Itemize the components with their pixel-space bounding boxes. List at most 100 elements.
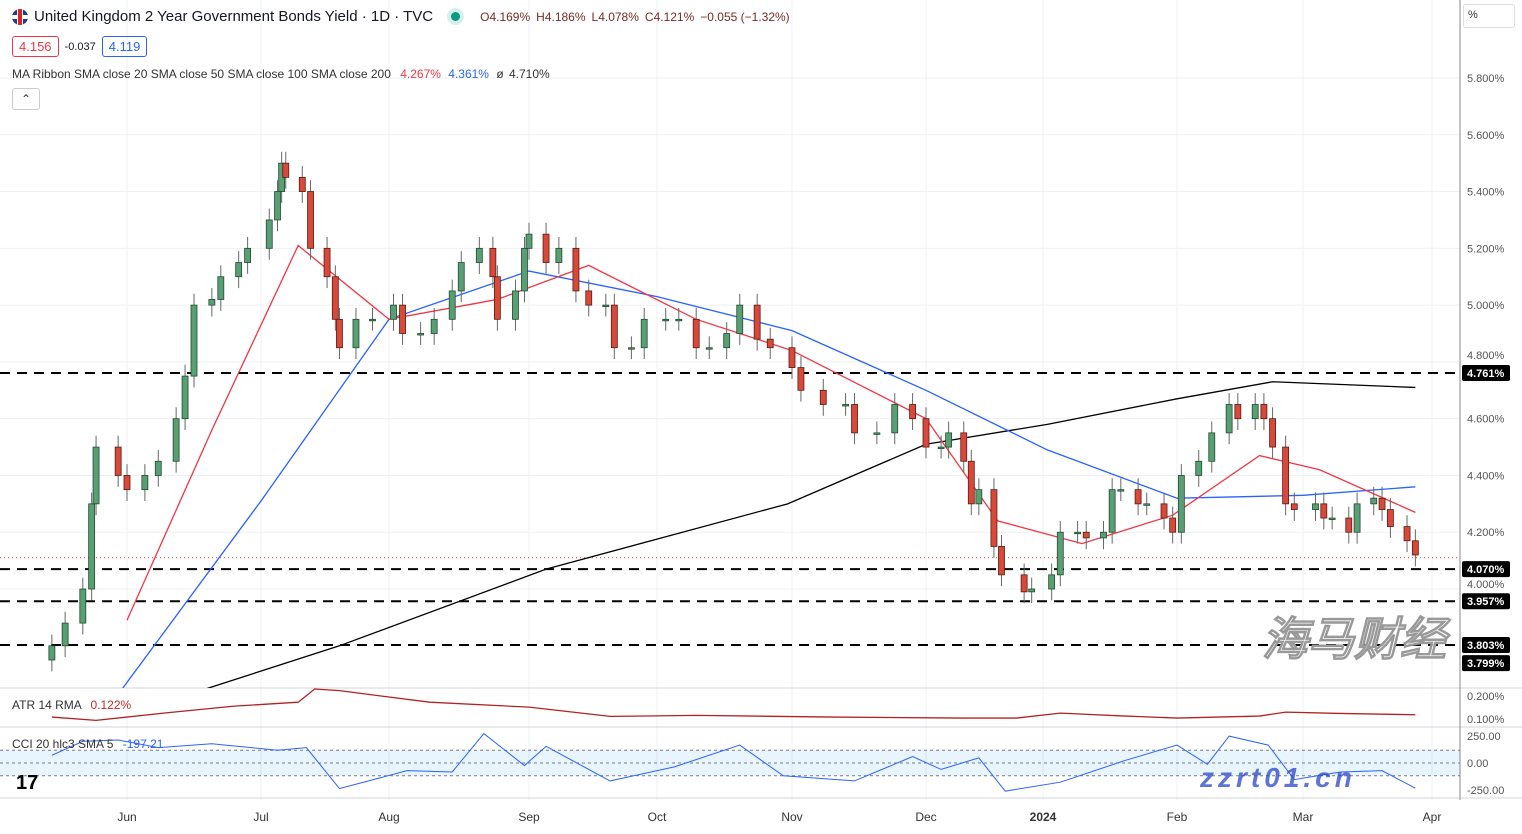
candle (1108, 489, 1116, 533)
candle (417, 333, 425, 336)
candle (1290, 503, 1298, 510)
main-pane (48, 151, 1419, 688)
candle (399, 304, 406, 334)
candle (369, 318, 376, 322)
candle (512, 290, 519, 320)
candle (937, 446, 945, 449)
candle (1234, 404, 1242, 420)
x-tick-label: Aug (378, 810, 399, 824)
x-tick-label: Feb (1167, 810, 1188, 824)
level-label: 4.070% (1467, 564, 1505, 576)
candle (1117, 489, 1125, 492)
symbol-title[interactable]: United Kingdom 2 Year Government Bonds Y… (34, 8, 434, 25)
sma100-value: ø (496, 67, 504, 81)
level-label: 3.957% (1467, 596, 1505, 608)
x-tick-label: Jul (253, 810, 268, 824)
candle (1056, 531, 1064, 576)
ma-ribbon-legend[interactable]: MA Ribbon SMA close 20 SMA close 50 SMA … (12, 67, 550, 81)
level-label-bg (1462, 593, 1510, 610)
candle (190, 304, 198, 377)
x-tick-label: Oct (648, 810, 667, 824)
cci-tick-label: -250.00 (1467, 785, 1504, 797)
candle (244, 247, 252, 263)
collapse-legend-button[interactable]: ⌃ (12, 88, 40, 110)
candle (1312, 503, 1319, 510)
candle (602, 304, 610, 308)
candle (265, 219, 273, 249)
x-tick-label: Jun (117, 810, 136, 824)
sma20-line (126, 244, 1416, 621)
candle (1177, 475, 1185, 533)
candle (1345, 517, 1353, 533)
candle (909, 404, 916, 420)
candle (692, 318, 700, 349)
candle (990, 489, 998, 547)
candle (92, 446, 100, 505)
candle (819, 389, 827, 405)
candle (298, 176, 306, 192)
candle (1370, 497, 1378, 505)
candle (945, 432, 953, 448)
tradingview-logo[interactable]: 17 (16, 772, 39, 794)
unit-button[interactable]: % (1463, 4, 1515, 28)
level-label-bg (1462, 655, 1510, 672)
candle (282, 162, 290, 178)
candle (217, 276, 225, 300)
candle (851, 404, 858, 434)
candle (390, 304, 397, 320)
candle (88, 503, 96, 590)
ask-button[interactable]: 4.119 (101, 36, 148, 57)
candle (123, 475, 131, 491)
candle (998, 546, 1005, 576)
candle (723, 333, 731, 349)
candle (235, 262, 243, 278)
candle (1143, 503, 1151, 506)
y-tick-label: 4.400% (1467, 470, 1505, 482)
candle (489, 247, 497, 278)
level-label-bg (1462, 364, 1510, 381)
candle (1134, 489, 1142, 505)
candle (493, 276, 501, 320)
candle (891, 404, 899, 434)
cci-value: -197.21 (122, 737, 164, 751)
candle (1282, 446, 1290, 505)
sma50-line (122, 270, 1416, 688)
x-tick-label: Dec (915, 810, 936, 824)
candle (628, 347, 635, 350)
level-label: 3.803% (1467, 640, 1505, 652)
candle (788, 347, 796, 368)
candle (1020, 574, 1028, 593)
candle (208, 299, 216, 306)
candle (1260, 404, 1268, 420)
candle (1160, 503, 1168, 519)
ohlc-change: −0.055 (−1.32%) (700, 9, 790, 24)
candle (352, 318, 360, 349)
atr-legend[interactable]: ATR 14 RMA 0.122% (12, 698, 131, 712)
bid-button[interactable]: 4.156 (12, 36, 59, 57)
atr-tick-label: 0.100% (1467, 714, 1505, 726)
atr-tick-label: 0.200% (1467, 691, 1505, 703)
candle (323, 247, 331, 278)
level-label-bg (1462, 636, 1510, 653)
watermark-cn: 海马财经 (1262, 613, 1447, 666)
candle (457, 262, 465, 292)
candle (555, 247, 563, 263)
candle (475, 247, 483, 263)
cci-line (51, 732, 1416, 792)
candle (1251, 404, 1259, 420)
candle (842, 404, 849, 407)
candle (172, 418, 180, 462)
candle (662, 318, 670, 322)
ohlc-high: H4.186% (536, 9, 586, 24)
candle (572, 247, 580, 292)
candle (1269, 418, 1276, 448)
candle (922, 418, 930, 448)
y-tick-label: 5.000% (1467, 300, 1505, 312)
candle (1048, 574, 1056, 590)
cci-legend[interactable]: CCI 20 hlc3 SMA 5 -197.21 (12, 737, 163, 751)
y-tick-label: 5.200% (1467, 243, 1505, 255)
candle (48, 645, 56, 661)
candle (1100, 531, 1107, 539)
ohlc-close: C4.121% (644, 9, 695, 24)
